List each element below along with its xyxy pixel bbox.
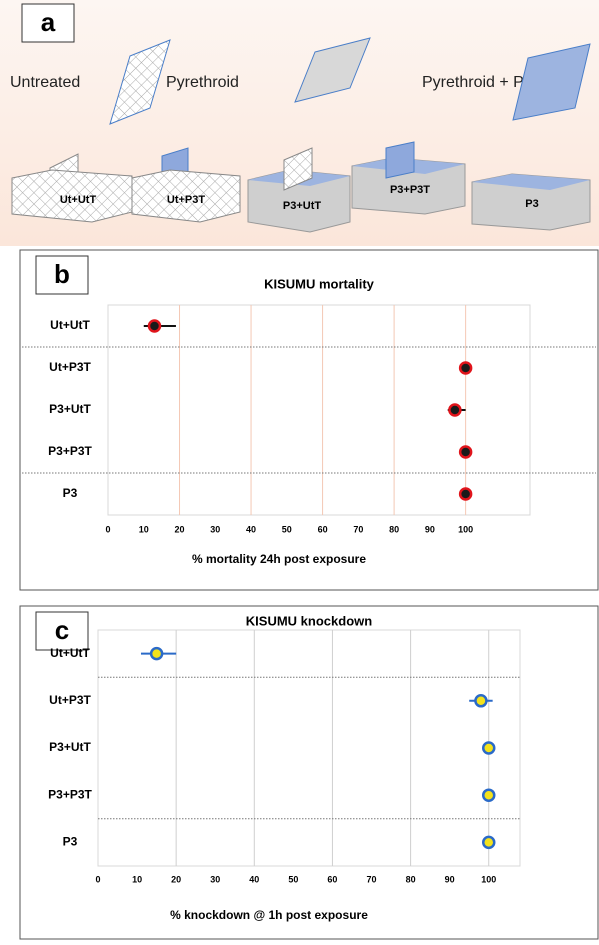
x-tick-label: 20 [171,874,181,884]
x-tick-label: 100 [481,874,496,884]
legend-label: Pyrethroid [166,74,239,91]
x-tick-label: 0 [95,874,100,884]
y-tick-label: Ut+P3T [49,693,91,707]
chart-title: KISUMU knockdown [246,613,372,628]
x-tick-label: 80 [406,874,416,884]
net-label: Ut+P3T [167,194,205,206]
y-tick-label: P3 [63,835,78,849]
x-tick-label: 10 [139,524,149,534]
net-label: Ut+UtT [60,194,97,206]
y-tick-label: Ut+UtT [50,318,90,332]
chart-title: KISUMU mortality [264,276,375,291]
net-label: P3 [525,198,538,210]
x-tick-label: 90 [445,874,455,884]
x-tick-label: 0 [105,524,110,534]
x-tick-label: 90 [425,524,435,534]
data-point [483,837,494,848]
figure: a Untreated Pyrethroid Pyrethroid + PBO … [0,0,599,940]
panel-label: a [41,7,56,37]
x-tick-label: 60 [327,874,337,884]
x-tick-label: 30 [210,524,220,534]
data-point [460,489,471,500]
y-tick-label: P3+P3T [48,787,92,801]
x-tick-label: 40 [249,874,259,884]
x-tick-label: 50 [288,874,298,884]
page: a Untreated Pyrethroid Pyrethroid + PBO … [0,0,599,940]
x-tick-label: 10 [132,874,142,884]
net-label: P3+P3T [390,184,430,196]
y-tick-label: Ut+P3T [49,360,91,374]
plot-area [108,305,530,515]
data-point [460,447,471,458]
x-tick-label: 40 [246,524,256,534]
data-point [151,648,162,659]
data-point [483,790,494,801]
y-tick-label: P3+UtT [49,402,91,416]
data-point [483,743,494,754]
data-point [460,363,471,374]
panel-label: c [55,615,69,645]
panel-label: b [54,259,70,289]
x-tick-label: 70 [353,524,363,534]
y-tick-label: Ut+UtT [50,646,90,660]
x-tick-label: 80 [389,524,399,534]
y-tick-label: P3+UtT [49,740,91,754]
data-point [149,321,160,332]
x-axis-label: % mortality 24h post exposure [192,552,366,566]
y-tick-label: P3+P3T [48,444,92,458]
x-tick-label: 30 [210,874,220,884]
data-point [475,695,486,706]
x-tick-label: 60 [318,524,328,534]
x-tick-label: 100 [458,524,473,534]
net-label: P3+UtT [283,200,321,212]
plot-area [98,630,520,866]
x-tick-label: 20 [175,524,185,534]
x-tick-label: 50 [282,524,292,534]
x-axis-label: % knockdown @ 1h post exposure [170,908,368,922]
data-point [449,405,460,416]
x-tick-label: 70 [367,874,377,884]
y-tick-label: P3 [63,486,78,500]
legend-label: Untreated [10,74,80,91]
